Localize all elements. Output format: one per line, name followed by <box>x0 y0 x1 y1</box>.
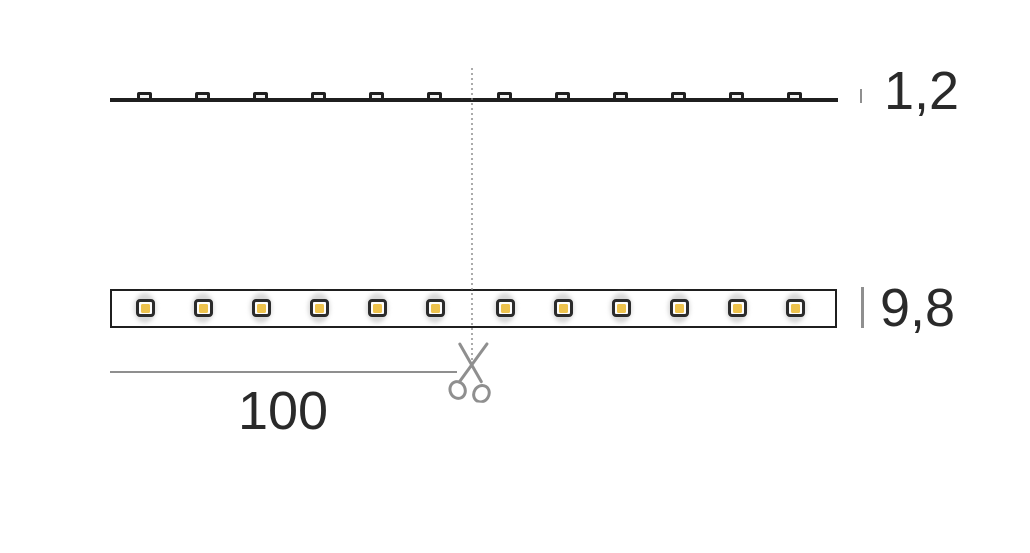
led-core <box>430 303 440 313</box>
cut-length-label: 100 <box>237 381 329 441</box>
thickness-dimension-tick <box>860 89 862 103</box>
led-chip-icon <box>251 299 271 317</box>
led-core <box>372 303 382 313</box>
led-chip-icon <box>367 299 387 317</box>
led-chip-side-icon <box>137 92 152 101</box>
led-core <box>558 303 568 313</box>
width-dimension-label: 9,8 <box>880 278 956 338</box>
led-chip-side-icon <box>613 92 628 101</box>
width-dimension-tick <box>861 287 864 328</box>
led-chip-side-icon <box>729 92 744 101</box>
led-chip-icon <box>193 299 213 317</box>
led-chip-side-icon <box>311 92 326 101</box>
led-chip-icon <box>727 299 747 317</box>
cut-length-dimension-line <box>110 371 457 373</box>
led-chip-side-icon <box>787 92 802 101</box>
led-core <box>616 303 626 313</box>
led-chip-side-icon <box>253 92 268 101</box>
led-chip-icon <box>611 299 631 317</box>
led-core <box>140 303 150 313</box>
led-chip-icon <box>669 299 689 317</box>
led-chip-side-icon <box>427 92 442 101</box>
led-core <box>314 303 324 313</box>
led-core <box>500 303 510 313</box>
cut-line-dotted <box>471 68 473 368</box>
led-chip-icon <box>135 299 155 317</box>
led-chip-side-icon <box>369 92 384 101</box>
led-chip-icon <box>495 299 515 317</box>
led-core <box>256 303 266 313</box>
led-chip-side-icon <box>195 92 210 101</box>
led-core <box>674 303 684 313</box>
scissors-icon <box>448 342 491 404</box>
led-core <box>732 303 742 313</box>
led-chip-icon <box>309 299 329 317</box>
led-chip-side-icon <box>671 92 686 101</box>
led-core <box>790 303 800 313</box>
strip-outline <box>110 289 837 328</box>
led-chip-side-icon <box>555 92 570 101</box>
strip-profile-line <box>110 98 838 102</box>
led-chip-side-icon <box>497 92 512 101</box>
thickness-dimension-label: 1,2 <box>884 61 960 121</box>
led-chip-icon <box>785 299 805 317</box>
led-chip-icon <box>425 299 445 317</box>
led-chip-icon <box>553 299 573 317</box>
led-core <box>198 303 208 313</box>
